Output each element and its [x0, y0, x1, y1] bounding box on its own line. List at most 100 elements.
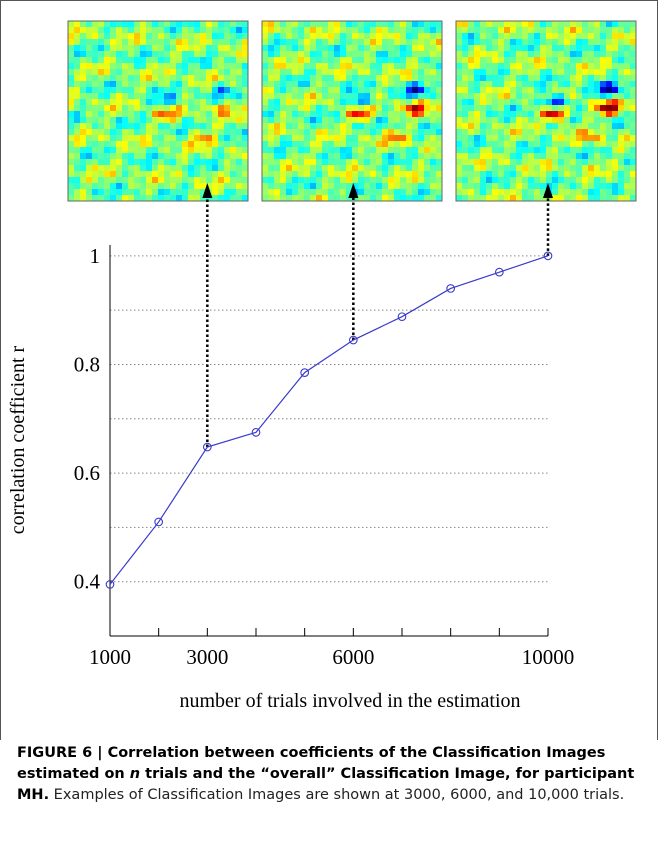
- heatmap-cell: [394, 39, 401, 46]
- heatmap-cell: [298, 165, 305, 172]
- heatmap-cell: [218, 39, 225, 46]
- heatmap-cell: [236, 165, 243, 172]
- heatmap-cell: [474, 129, 481, 136]
- heatmap-cell: [570, 105, 577, 112]
- heatmap-cell: [134, 39, 141, 46]
- heatmap-cell: [522, 33, 529, 40]
- heatmap-cell: [528, 171, 535, 178]
- heatmap-cell: [280, 45, 287, 52]
- heatmap-cell: [280, 165, 287, 172]
- heatmap-cell: [176, 141, 183, 148]
- heatmap-cell: [298, 39, 305, 46]
- heatmap-cell: [400, 165, 407, 172]
- heatmap-cell: [68, 171, 75, 178]
- heatmap-cell: [316, 111, 323, 118]
- heatmap-cell: [128, 99, 135, 106]
- heatmap-cell: [400, 21, 407, 28]
- heatmap-cell: [328, 171, 335, 178]
- heatmap-cell: [206, 51, 213, 58]
- heatmap-cell: [298, 141, 305, 148]
- heatmap-cell: [176, 129, 183, 136]
- heatmap-cell: [358, 69, 365, 76]
- heatmap-cell: [286, 153, 293, 160]
- heatmap-cell: [436, 195, 443, 202]
- heatmap-cell: [498, 39, 505, 46]
- heatmap-cell: [418, 75, 425, 82]
- heatmap-cell: [98, 45, 105, 52]
- heatmap-cell: [522, 135, 529, 142]
- heatmap-cell: [218, 63, 225, 70]
- heatmap-cell: [424, 177, 431, 184]
- heatmap-cell: [600, 51, 607, 58]
- heatmap-cell: [170, 99, 177, 106]
- heatmap-cell: [546, 129, 553, 136]
- heatmap-cell: [630, 111, 637, 118]
- heatmap-cell: [474, 99, 481, 106]
- heatmap-cell: [340, 159, 347, 166]
- heatmap-cell: [242, 153, 249, 160]
- heatmap-cell: [364, 117, 371, 124]
- heatmap-cell: [328, 117, 335, 124]
- heatmap-cell: [376, 99, 383, 106]
- heatmap-cell: [388, 189, 395, 196]
- heatmap-cell: [576, 69, 583, 76]
- heatmap-cell: [600, 63, 607, 70]
- heatmap-cell: [546, 21, 553, 28]
- heatmap-cell: [188, 165, 195, 172]
- heatmap-cell: [546, 33, 553, 40]
- heatmap-cell: [418, 117, 425, 124]
- heatmap-cell: [122, 21, 129, 28]
- heatmap-cell: [298, 135, 305, 142]
- heatmap-cell: [158, 177, 165, 184]
- heatmap-cell: [86, 141, 93, 148]
- line: [109, 255, 549, 585]
- heatmap-cell: [588, 69, 595, 76]
- heatmap-cell: [552, 129, 559, 136]
- heatmap-cell: [552, 69, 559, 76]
- heatmap-cell: [164, 81, 171, 88]
- heatmap-cell: [462, 57, 469, 64]
- heatmap-cell: [80, 57, 87, 64]
- heatmap-cell: [304, 21, 311, 28]
- heatmap-cell: [292, 153, 299, 160]
- heatmap-cell: [212, 159, 219, 166]
- heatmap-cell: [292, 63, 299, 70]
- heatmap-cell: [618, 165, 625, 172]
- heatmap-cell: [394, 27, 401, 34]
- heatmap-cell: [576, 111, 583, 118]
- heatmap-cell: [80, 21, 87, 28]
- heatmap-cell: [480, 39, 487, 46]
- heatmap-cell: [558, 195, 565, 202]
- heatmap-cell: [218, 129, 225, 136]
- heatmap-cell: [152, 81, 159, 88]
- heatmap-cell: [588, 39, 595, 46]
- heatmap-cell: [268, 87, 275, 94]
- heatmap-cell: [268, 189, 275, 196]
- heatmap-cell: [242, 135, 249, 142]
- heatmap-cell: [122, 51, 129, 58]
- heatmap-cell: [576, 189, 583, 196]
- heatmap-cell: [576, 105, 583, 112]
- heatmap-cell: [230, 21, 237, 28]
- heatmap-cell: [594, 39, 601, 46]
- caption-bold-1: FIGURE 6 | Correlation between coefficie…: [17, 745, 606, 782]
- heatmap-cell: [540, 117, 547, 124]
- heatmap-cell: [528, 153, 535, 160]
- heatmap-cell: [400, 195, 407, 202]
- heatmap-cell: [594, 111, 601, 118]
- heatmap-cell: [600, 117, 607, 124]
- heatmap-cell: [358, 159, 365, 166]
- heatmap-cell: [194, 141, 201, 148]
- heatmap-cell: [236, 171, 243, 178]
- heatmap-cell: [218, 111, 225, 118]
- heatmap-cell: [576, 63, 583, 70]
- heatmap-cell: [218, 93, 225, 100]
- heatmap-cell: [104, 69, 111, 76]
- heatmap-cell: [534, 123, 541, 130]
- heatmap-cell: [430, 99, 437, 106]
- heatmap-cell: [304, 99, 311, 106]
- heatmap-frame: [67, 20, 249, 202]
- heatmap-cell: [564, 39, 571, 46]
- heatmap-cell: [618, 87, 625, 94]
- heatmap-cell: [630, 87, 637, 94]
